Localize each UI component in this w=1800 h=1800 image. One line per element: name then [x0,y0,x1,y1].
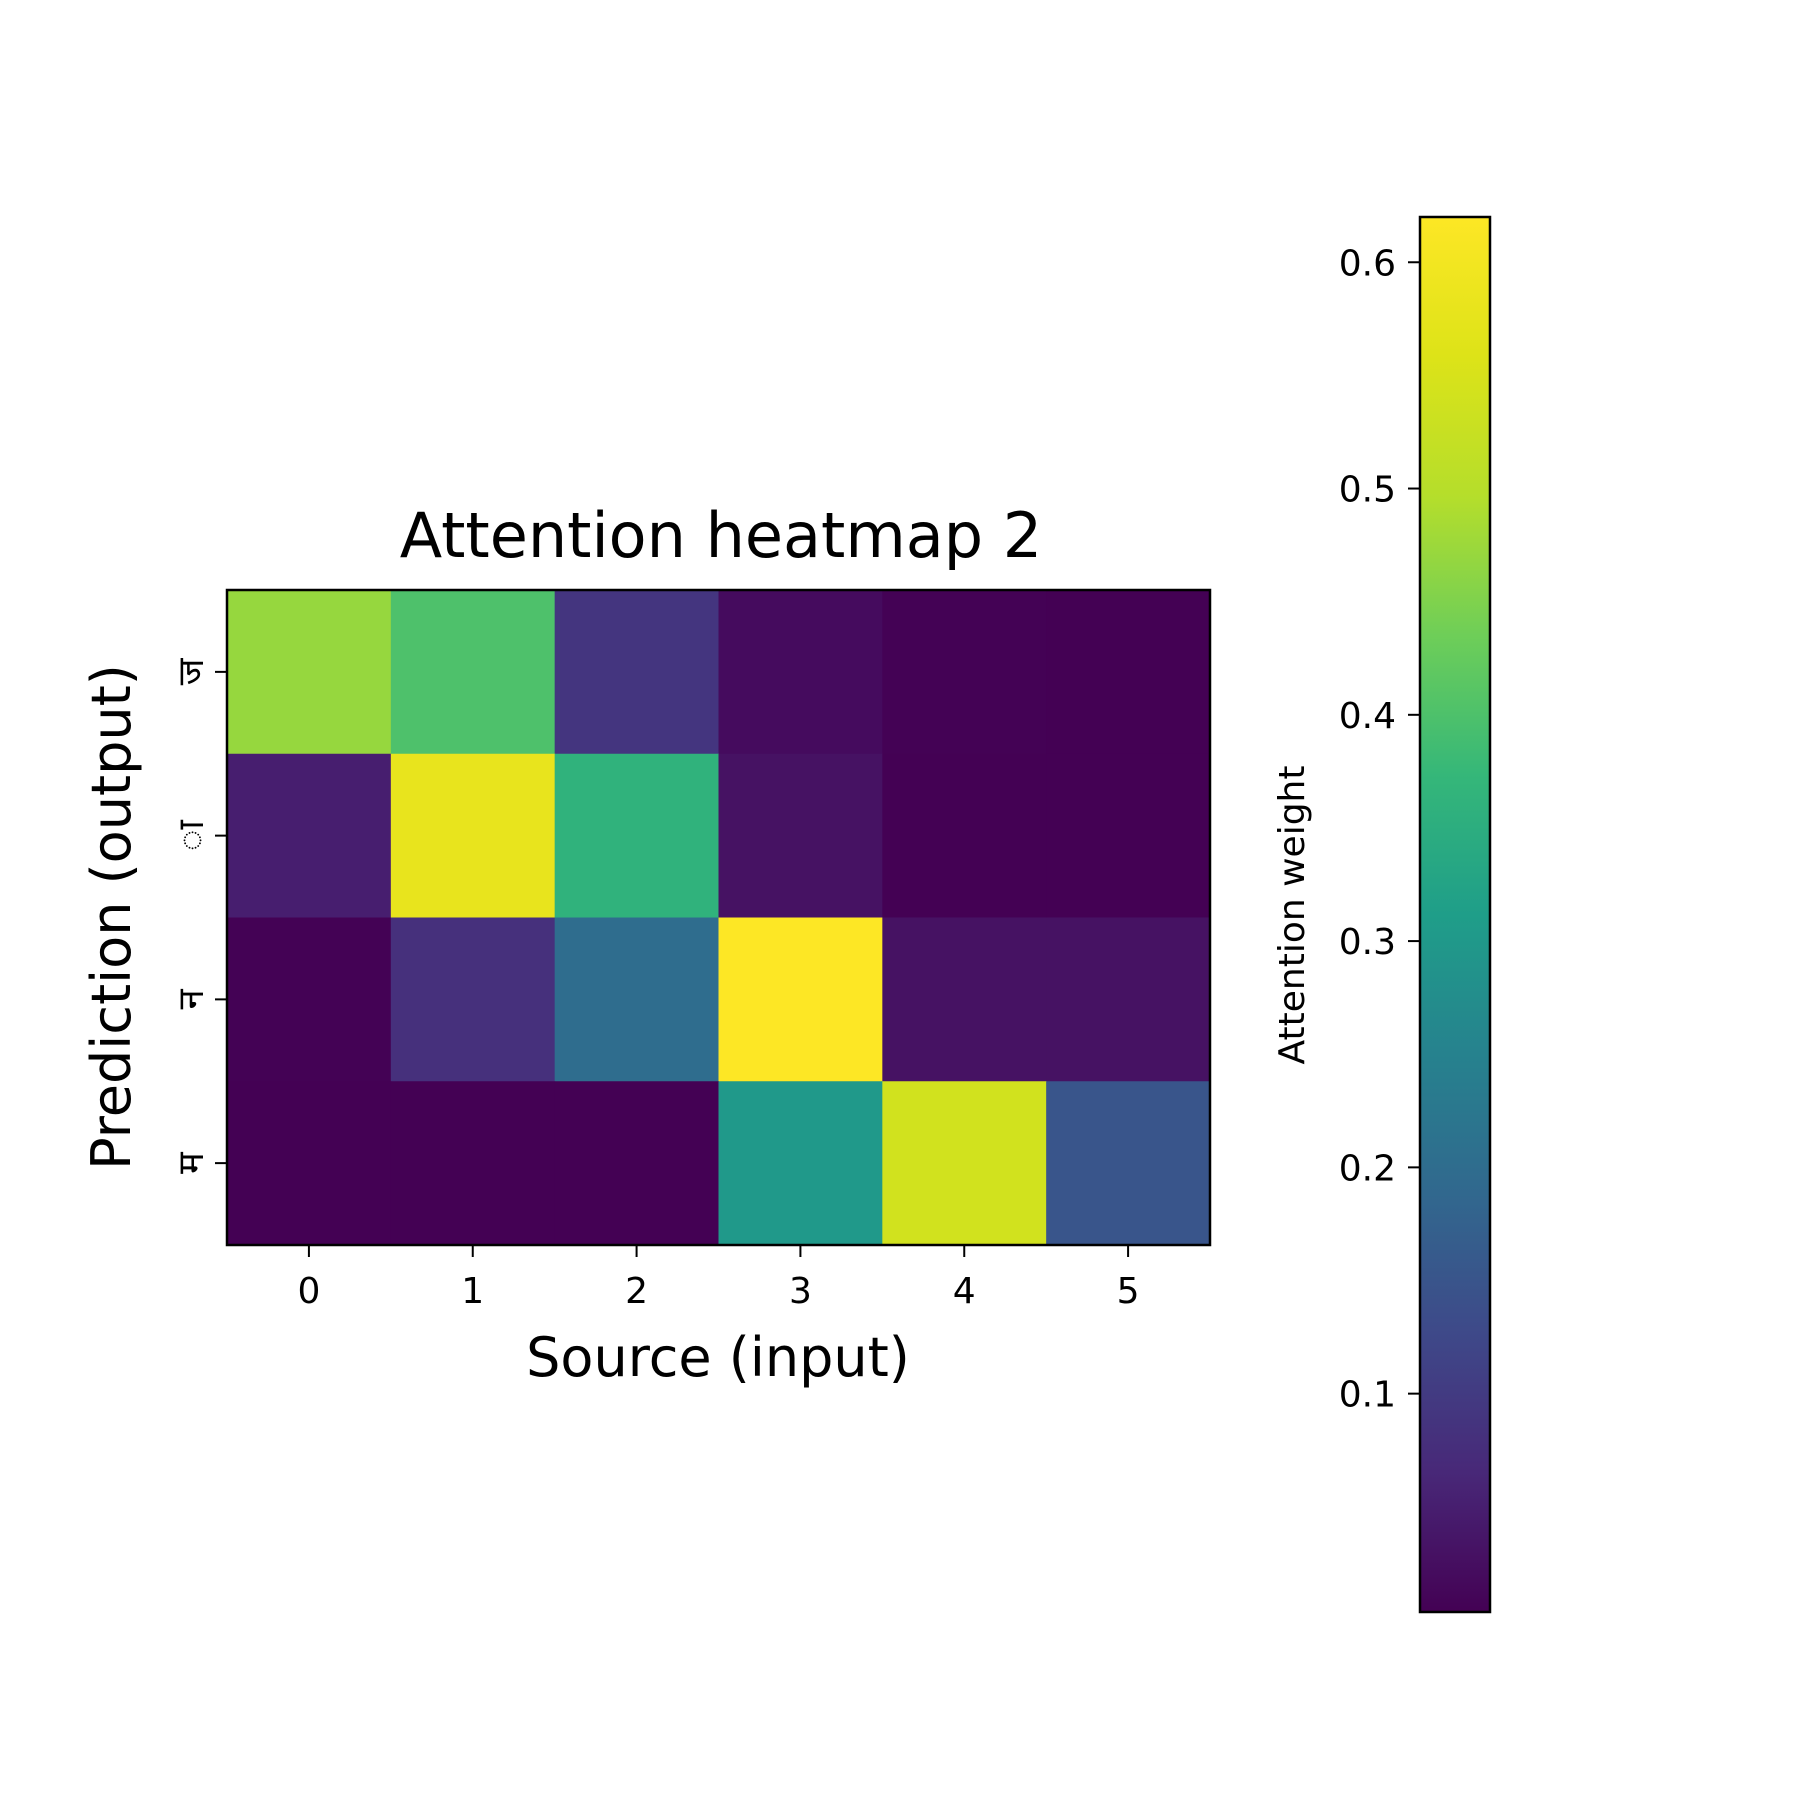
colorbar-tick-label: 0.4 [1339,696,1396,737]
x-tick-label: 1 [461,1271,484,1312]
colorbar-tick-label: 0.3 [1339,922,1396,963]
colorbar-ticks: 0.1 0.2 0.3 0.4 0.5 0.6 [1339,243,1420,1416]
heatmap-cell [882,917,1047,1082]
heatmap-cell [1046,590,1211,755]
y-axis-ticks: जा न म [171,657,227,1174]
heatmap-cell [718,1081,883,1246]
x-axis-ticks: 0 1 2 3 4 5 [297,1245,1140,1312]
heatmap-cell [554,590,719,755]
heatmap-cell [227,753,392,918]
colorbar-tick-label: 0.5 [1339,470,1396,511]
colorbar-label: Attention weight [1272,766,1313,1065]
heatmap-cell [554,753,719,918]
heatmap-cell [227,590,392,755]
heatmap-cell [390,1081,556,1246]
y-tick-label: ज [171,657,212,685]
colorbar-tick-label: 0.6 [1339,243,1396,284]
heatmap-frame [225,588,1212,1247]
heatmap-cell [882,753,1047,918]
y-axis-label: Prediction (output) [80,664,143,1170]
heatmap-cell [227,1081,392,1246]
x-tick-label: 0 [297,1271,320,1312]
heatmap-cell [718,753,883,918]
heatmap-cell [390,753,556,918]
heatmap-cell [882,590,1047,755]
x-tick-label: 4 [953,1271,976,1312]
x-tick-label: 2 [625,1271,648,1312]
x-axis-label: Source (input) [526,1326,910,1389]
heatmap-cell [718,590,883,755]
heatmap-cell [882,1081,1047,1246]
x-tick-label: 3 [789,1271,812,1312]
colorbar [1420,217,1490,1612]
heatmap-cell [718,917,883,1082]
y-tick-label: ा [171,820,212,851]
heatmap-cell [554,1081,719,1246]
colorbar-tick-label: 0.1 [1339,1375,1396,1416]
heatmap-cell [227,917,392,1082]
y-tick-label: न [171,988,212,1009]
colorbar-frame [1418,215,1492,1614]
heatmap-cell [554,917,719,1082]
y-tick-label: म [171,1151,212,1174]
heatmap-cell [1046,917,1211,1082]
chart-title: Attention heatmap 2 [400,499,1043,572]
colorbar-tick-label: 0.2 [1339,1148,1396,1189]
x-tick-label: 5 [1117,1271,1140,1312]
heatmap-cells [227,590,1211,1246]
heatmap-cell [390,917,556,1082]
heatmap-cell [1046,753,1211,918]
heatmap-cell [1046,1081,1211,1246]
heatmap-cell [390,590,556,755]
